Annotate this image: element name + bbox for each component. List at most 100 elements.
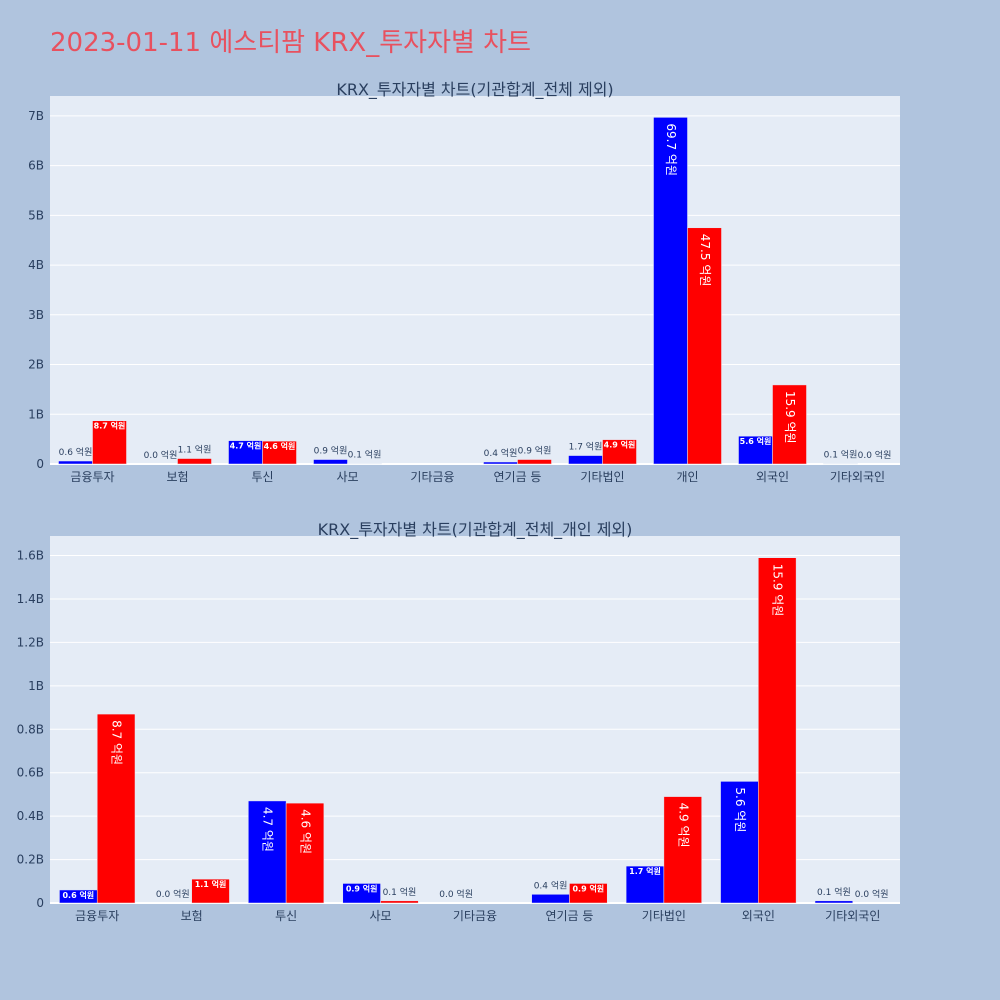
bar bbox=[262, 440, 297, 465]
x-tick-label: 외국인 bbox=[756, 470, 789, 484]
bar bbox=[568, 455, 603, 465]
bar bbox=[653, 117, 688, 465]
bar bbox=[772, 384, 807, 465]
bar-data-label: 15.9 억원 bbox=[783, 391, 797, 444]
bar bbox=[342, 883, 381, 904]
x-tick-label: 기타외국인 bbox=[830, 470, 885, 484]
y-tick-label: 2B bbox=[28, 358, 44, 372]
bar-data-label: 0.0 억원 bbox=[144, 449, 178, 461]
bar-data-label: 0.6 억원 bbox=[62, 890, 94, 900]
bar-data-label: 0.1 억원 bbox=[817, 886, 851, 898]
bar bbox=[687, 227, 722, 465]
bar bbox=[602, 439, 637, 465]
bar-data-label: 0.4 억원 bbox=[534, 879, 568, 891]
bar-data-label: 5.6 억원 bbox=[740, 436, 772, 446]
bar-data-label: 0.9 억원 bbox=[572, 883, 604, 893]
bar-data-label: 0.0 억원 bbox=[439, 888, 473, 900]
x-tick-label: 사모 bbox=[336, 470, 358, 484]
bar-data-label: 0.1 억원 bbox=[383, 886, 417, 898]
bar-data-label: 15.9 억원 bbox=[771, 564, 785, 617]
plot-area bbox=[50, 96, 900, 464]
bar-data-label: 4.7 억원 bbox=[261, 807, 275, 852]
x-tick-label: 기타금융 bbox=[410, 470, 454, 484]
x-tick-label: 금융투자 bbox=[75, 909, 119, 923]
bar bbox=[720, 781, 759, 904]
bar bbox=[177, 458, 212, 465]
chart-title: KRX_투자자별 차트(기관합계_전체 제외) bbox=[336, 80, 613, 100]
x-tick-label: 보험 bbox=[181, 909, 203, 923]
x-tick-label: 사모 bbox=[370, 909, 392, 923]
bar-data-label: 8.7 억원 bbox=[94, 421, 126, 431]
x-tick-label: 금융투자 bbox=[70, 470, 114, 484]
bar bbox=[758, 557, 797, 904]
bar bbox=[625, 865, 665, 904]
y-tick-label: 1.6B bbox=[17, 549, 44, 563]
x-tick-label: 투신 bbox=[275, 909, 297, 923]
y-tick-label: 5B bbox=[28, 208, 44, 222]
chart-top: KRX_투자자별 차트(기관합계_전체 제외) 0 1B 2B 3B 4B 5B 6B 7B 금융… bbox=[28, 80, 900, 484]
bar-data-label: 1.1 억원 bbox=[195, 879, 227, 889]
y-tick-label: 3B bbox=[28, 308, 44, 322]
bar-data-label: 0.0 억원 bbox=[855, 888, 889, 900]
bar bbox=[483, 461, 518, 465]
bar bbox=[738, 435, 773, 465]
bar-data-label: 1.7 억원 bbox=[629, 866, 661, 876]
bar-data-label: 0.6 억원 bbox=[59, 446, 93, 458]
bar bbox=[191, 878, 230, 904]
y-tick-label: 0.4B bbox=[17, 809, 44, 823]
bar-data-label: 69.7 억원 bbox=[664, 123, 678, 176]
bar-data-label: 5.6 억원 bbox=[733, 787, 747, 832]
y-tick-label: 0.2B bbox=[17, 853, 44, 867]
bar-data-label: 4.6 억원 bbox=[299, 809, 313, 854]
y-tick-label: 0 bbox=[36, 896, 44, 910]
bar bbox=[517, 459, 552, 465]
x-tick-label: 개인 bbox=[676, 470, 698, 484]
x-tick-label: 기타외국인 bbox=[825, 909, 880, 923]
bar-data-label: 47.5 억원 bbox=[698, 234, 712, 287]
bar-data-label: 4.9 억원 bbox=[676, 803, 690, 848]
bar bbox=[663, 796, 702, 904]
bar bbox=[531, 894, 570, 904]
x-tick-label: 외국인 bbox=[742, 909, 775, 923]
bar bbox=[313, 459, 348, 465]
page-title: 2023-01-11 에스티팜 KRX_투자자별 차트 bbox=[50, 28, 532, 58]
bar-data-label: 4.7 억원 bbox=[230, 441, 262, 451]
bar-data-label: 0.9 억원 bbox=[314, 445, 348, 457]
y-tick-label: 1.2B bbox=[17, 635, 44, 649]
bar-data-label: 4.6 억원 bbox=[264, 441, 296, 451]
bar-data-label: 8.7 억원 bbox=[110, 720, 124, 765]
bar bbox=[248, 800, 287, 904]
x-tick-label: 연기금 등 bbox=[494, 470, 542, 484]
y-tick-label: 0 bbox=[36, 457, 44, 471]
chart-bottom: KRX_투자자별 차트(기관합계_전체_개인 제외) 0 0.2B 0.4B 0.6B 0… bbox=[17, 520, 900, 923]
x-tick-label: 기타법인 bbox=[580, 470, 624, 484]
bar-data-label: 4.9 억원 bbox=[604, 440, 636, 450]
chart-title: KRX_투자자별 차트(기관합계_전체_개인 제외) bbox=[318, 520, 633, 540]
x-tick-label: 투신 bbox=[251, 470, 273, 484]
bar bbox=[96, 713, 136, 904]
y-tick-label: 0.8B bbox=[17, 722, 44, 736]
y-tick-label: 4B bbox=[28, 258, 44, 272]
bar-data-label: 0.0 억원 bbox=[858, 449, 892, 461]
x-tick-label: 보험 bbox=[166, 470, 188, 484]
x-tick-label: 기타법인 bbox=[642, 909, 686, 923]
bar-data-label: 0.4 억원 bbox=[484, 447, 518, 459]
bar bbox=[814, 900, 854, 904]
bar bbox=[380, 900, 419, 904]
bar-data-label: 1.7 억원 bbox=[569, 441, 603, 453]
bar-data-label: 0.9 억원 bbox=[346, 883, 378, 893]
bar-data-label: 0.9 억원 bbox=[518, 445, 552, 457]
bar-data-label: 0.1 억원 bbox=[824, 449, 858, 461]
bar bbox=[285, 802, 325, 904]
y-tick-label: 1B bbox=[28, 407, 44, 421]
x-tick-label: 기타금융 bbox=[453, 909, 497, 923]
bar-data-label: 1.1 억원 bbox=[178, 444, 212, 456]
bar bbox=[58, 460, 93, 465]
x-tick-label: 연기금 등 bbox=[545, 909, 593, 923]
y-tick-label: 1.4B bbox=[17, 592, 44, 606]
bar-data-label: 0.1 억원 bbox=[348, 449, 382, 461]
bar bbox=[569, 883, 608, 904]
bar-data-label: 0.0 억원 bbox=[156, 888, 190, 900]
bar bbox=[92, 420, 127, 465]
